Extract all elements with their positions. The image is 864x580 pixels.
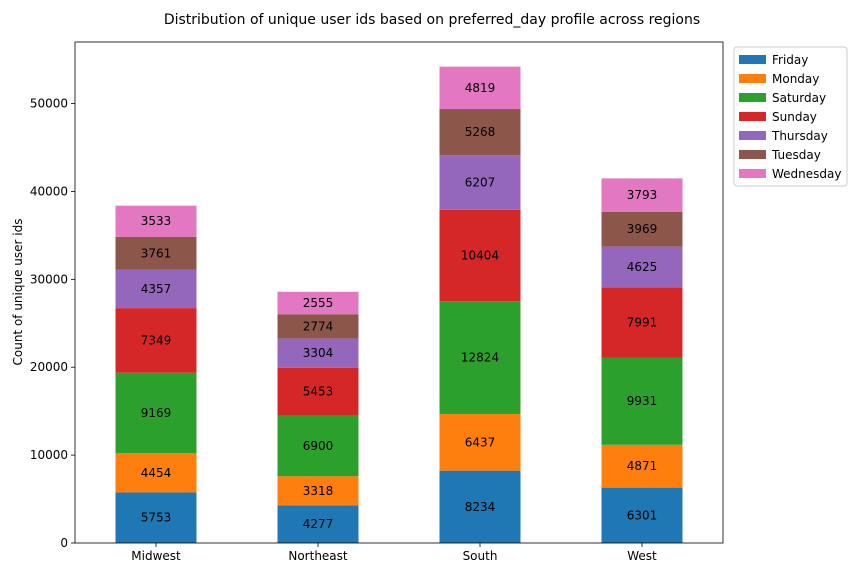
legend-item-friday: Friday — [739, 53, 808, 67]
data-label-west-thursday: 4625 — [627, 260, 658, 274]
bar-segment-northeast-thursday — [277, 338, 359, 368]
legend-swatch-monday — [739, 74, 766, 83]
data-label-northeast-monday: 3318 — [303, 484, 334, 498]
bar-stack-midwest: 5753 4454 9169 7349 4357 3761 3533 — [115, 205, 197, 543]
legend-item-tuesday: Tuesday — [739, 148, 821, 162]
y-tick-label: 50000 — [30, 97, 68, 111]
legend-swatch-wednesday — [739, 169, 766, 178]
bar-segment-midwest-friday — [115, 492, 197, 543]
x-tick-label-northeast: Northeast — [288, 549, 348, 563]
data-label-midwest-sunday: 7349 — [141, 333, 172, 347]
data-label-northeast-saturday: 6900 — [303, 439, 334, 453]
bars-layer: 5753 4454 9169 7349 4357 3761 3533 4277 3318 6900… — [115, 66, 683, 543]
data-label-midwest-thursday: 4357 — [141, 282, 172, 296]
bar-segment-west-friday — [601, 487, 683, 543]
bar-segment-northeast-monday — [277, 476, 359, 506]
legend-swatch-sunday — [739, 112, 766, 121]
legend-swatch-saturday — [739, 93, 766, 102]
legend-label-friday: Friday — [772, 53, 808, 67]
bar-segment-midwest-saturday — [115, 372, 197, 454]
bar-segment-midwest-thursday — [115, 269, 197, 309]
legend-swatch-thursday — [739, 131, 766, 140]
legend-item-wednesday: Wednesday — [739, 167, 841, 181]
y-tick-label: 30000 — [30, 272, 68, 286]
legend-item-sunday: Sunday — [739, 110, 817, 124]
data-label-south-wednesday: 4819 — [465, 81, 496, 95]
y-axis-label: Count of unique user ids — [11, 219, 25, 366]
data-label-south-sunday: 10404 — [461, 249, 499, 263]
x-tick-label-midwest: Midwest — [131, 549, 181, 563]
data-label-northeast-thursday: 3304 — [303, 346, 334, 360]
legend-swatch-friday — [739, 55, 766, 64]
data-label-west-monday: 4871 — [627, 459, 658, 473]
x-tick-label-west: West — [627, 549, 657, 563]
data-label-northeast-tuesday: 2774 — [303, 319, 334, 333]
bar-segment-south-sunday — [439, 209, 521, 302]
axes-layer: 0 10000 20000 30000 40000 50000 Midwest Northea… — [30, 41, 724, 563]
bar-segment-midwest-tuesday — [115, 236, 197, 270]
chart-title: Distribution of unique user ids based on… — [164, 12, 700, 28]
bar-stack-northeast: 4277 3318 6900 5453 3304 2774 2555 — [277, 291, 359, 543]
legend-item-monday: Monday — [739, 72, 819, 86]
data-label-midwest-friday: 5753 — [141, 511, 172, 525]
legend-item-saturday: Saturday — [739, 91, 826, 105]
bar-segment-west-thursday — [601, 246, 683, 288]
data-label-west-wednesday: 3793 — [627, 188, 658, 202]
data-label-northeast-friday: 4277 — [303, 517, 334, 531]
bar-stack-west: 6301 4871 9931 7991 4625 3969 3793 — [601, 178, 683, 543]
data-label-south-monday: 6437 — [465, 435, 496, 449]
data-label-south-saturday: 12824 — [461, 351, 499, 365]
data-label-midwest-saturday: 9169 — [141, 406, 172, 420]
data-label-west-sunday: 7991 — [627, 315, 658, 329]
data-label-west-friday: 6301 — [627, 508, 658, 522]
bar-segment-northeast-wednesday — [277, 291, 359, 315]
legend-label-saturday: Saturday — [772, 91, 826, 105]
bar-segment-south-tuesday — [439, 109, 521, 156]
data-label-west-tuesday: 3969 — [627, 222, 658, 236]
legend-label-monday: Monday — [772, 72, 819, 86]
bar-segment-midwest-sunday — [115, 308, 197, 373]
bar-segment-northeast-friday — [277, 505, 359, 543]
data-label-west-saturday: 9931 — [627, 394, 658, 408]
bar-segment-midwest-wednesday — [115, 205, 197, 237]
bar-segment-south-wednesday — [439, 66, 521, 110]
bar-segment-south-friday — [439, 470, 521, 543]
bar-segment-northeast-sunday — [277, 367, 359, 416]
legend-swatch-tuesday — [739, 150, 766, 159]
data-label-midwest-tuesday: 3761 — [141, 246, 172, 260]
data-label-midwest-wednesday: 3533 — [141, 214, 172, 228]
plot-frame — [74, 41, 724, 544]
y-tick-label: 20000 — [30, 360, 68, 374]
bar-segment-northeast-saturday — [277, 415, 359, 477]
bar-segment-west-wednesday — [601, 178, 683, 212]
bar-segment-midwest-monday — [115, 453, 197, 493]
bar-segment-west-monday — [601, 444, 683, 488]
data-label-south-friday: 8234 — [465, 500, 496, 514]
legend-item-thursday: Thursday — [739, 129, 828, 143]
bar-segment-west-saturday — [601, 357, 683, 445]
bar-segment-west-sunday — [601, 287, 683, 358]
y-tick-label: 10000 — [30, 448, 68, 462]
legend-label-sunday: Sunday — [772, 110, 817, 124]
legend-label-tuesday: Tuesday — [771, 148, 821, 162]
bar-stack-south: 8234 6437 12824 10404 6207 5268 4819 — [439, 66, 521, 543]
data-label-south-thursday: 6207 — [465, 176, 496, 190]
data-label-northeast-wednesday: 2555 — [303, 296, 334, 310]
bar-segment-west-tuesday — [601, 211, 683, 247]
bar-segment-south-saturday — [439, 301, 521, 415]
data-label-northeast-sunday: 5453 — [303, 385, 334, 399]
legend-label-thursday: Thursday — [771, 129, 828, 143]
bar-segment-south-monday — [439, 414, 521, 471]
y-tick-label: 0 — [60, 536, 68, 550]
data-label-south-tuesday: 5268 — [465, 125, 496, 139]
x-tick-label-south: South — [463, 549, 498, 563]
legend-label-wednesday: Wednesday — [772, 167, 841, 181]
bar-segment-northeast-tuesday — [277, 314, 359, 339]
y-tick-label: 40000 — [30, 184, 68, 198]
bar-segment-south-thursday — [439, 155, 521, 210]
legend: Friday Monday Saturday Sunday Thursday Tuesda… — [733, 46, 848, 187]
data-label-midwest-monday: 4454 — [141, 466, 172, 480]
